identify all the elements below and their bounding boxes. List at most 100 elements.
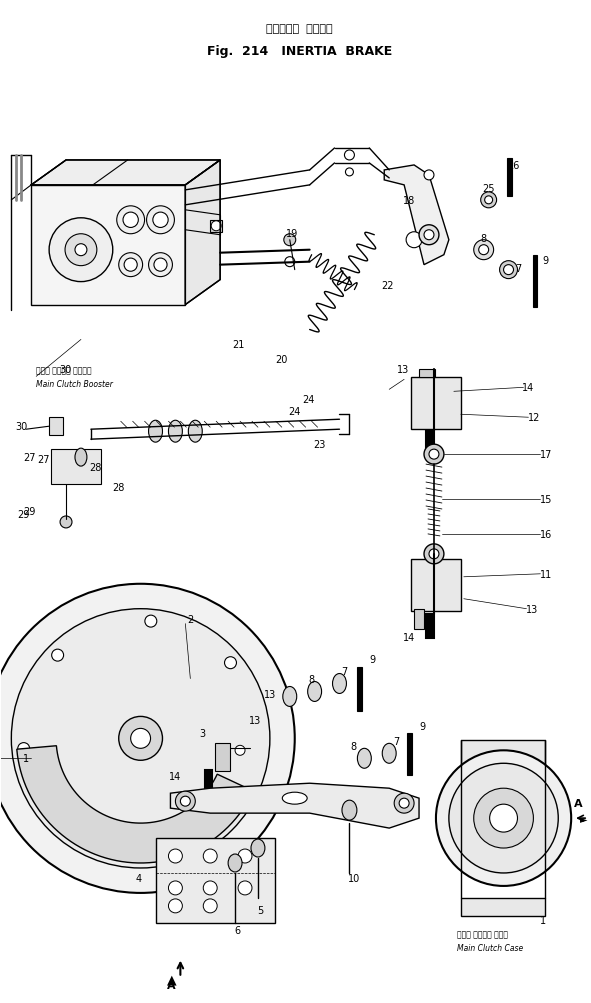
Text: 7: 7 [393,736,400,746]
Ellipse shape [228,855,242,872]
Circle shape [117,207,145,235]
Text: Fig.  214   INERTIA  BRAKE: Fig. 214 INERTIA BRAKE [207,45,392,58]
Ellipse shape [308,682,322,702]
Ellipse shape [282,792,307,804]
Circle shape [11,609,270,869]
Polygon shape [31,160,220,186]
Text: 14: 14 [169,771,181,781]
Bar [419,370,435,378]
Text: 16: 16 [540,530,553,540]
Circle shape [346,169,353,177]
Bar [215,743,230,771]
Text: 28: 28 [90,462,102,472]
Bar [534,256,537,307]
Bar [407,733,412,775]
Circle shape [474,788,534,849]
Circle shape [148,254,173,278]
Text: メイン クラッチ ケース: メイン クラッチ ケース [457,930,508,939]
Text: 3: 3 [199,728,205,738]
Text: 5: 5 [257,905,263,915]
Text: 30: 30 [59,365,71,375]
Circle shape [153,213,168,229]
Circle shape [211,222,221,232]
Text: 23: 23 [313,439,326,449]
Text: 18: 18 [403,196,415,206]
Text: 14: 14 [522,383,534,393]
Circle shape [394,793,414,813]
Text: 9: 9 [369,654,375,664]
Ellipse shape [189,421,202,442]
Circle shape [419,226,439,246]
Circle shape [65,235,97,267]
Bar [426,614,434,638]
Text: ►: ► [580,813,587,823]
Ellipse shape [333,674,346,694]
Circle shape [236,791,248,803]
Text: A: A [574,798,583,808]
Bar [31,186,186,305]
Circle shape [238,881,252,895]
Circle shape [225,657,236,669]
Circle shape [284,235,296,247]
Circle shape [424,171,434,181]
Circle shape [479,246,489,256]
Text: 29: 29 [23,507,35,517]
Ellipse shape [251,840,265,858]
Text: 7: 7 [342,666,348,676]
Text: Main Clutch Case: Main Clutch Case [457,943,523,952]
Text: ▲: ▲ [167,973,176,986]
Circle shape [176,791,195,811]
Text: 13: 13 [264,690,276,700]
Ellipse shape [148,421,163,442]
Bar [210,221,222,233]
Text: 7: 7 [515,264,522,274]
Ellipse shape [342,800,357,820]
Circle shape [499,262,518,280]
Ellipse shape [168,421,183,442]
Text: 9: 9 [419,721,425,731]
Circle shape [345,150,355,160]
Circle shape [480,193,496,209]
Circle shape [123,213,138,229]
Text: 8: 8 [480,234,487,244]
Text: 12: 12 [528,413,541,423]
Text: 28: 28 [112,482,125,492]
Text: 17: 17 [540,449,553,459]
Text: 25: 25 [482,184,495,194]
Bar [506,158,512,197]
Circle shape [235,745,245,755]
Text: 22: 22 [381,280,394,290]
Text: 27: 27 [23,452,35,462]
Circle shape [18,743,30,755]
Circle shape [165,847,177,859]
Text: 14: 14 [403,632,415,642]
Circle shape [406,233,422,249]
Circle shape [449,763,558,873]
Circle shape [147,207,174,235]
Circle shape [285,258,295,268]
Circle shape [203,850,217,864]
Bar [426,431,434,455]
Circle shape [203,881,217,895]
Circle shape [399,798,409,808]
Text: 4: 4 [135,873,142,883]
Bar [411,378,461,429]
Text: 15: 15 [540,494,553,505]
Bar [358,667,362,712]
Circle shape [504,266,514,276]
Text: 21: 21 [232,340,244,350]
Text: 9: 9 [543,256,548,266]
Circle shape [485,197,493,205]
Ellipse shape [283,687,297,707]
Circle shape [124,259,137,272]
Text: 13: 13 [526,604,538,614]
Circle shape [168,899,183,913]
Ellipse shape [75,448,87,466]
Circle shape [168,881,183,895]
Circle shape [119,254,142,278]
Bar [461,898,545,916]
Text: 26: 26 [507,160,519,171]
Bar [155,839,275,923]
Bar [461,740,545,770]
Circle shape [474,241,493,261]
